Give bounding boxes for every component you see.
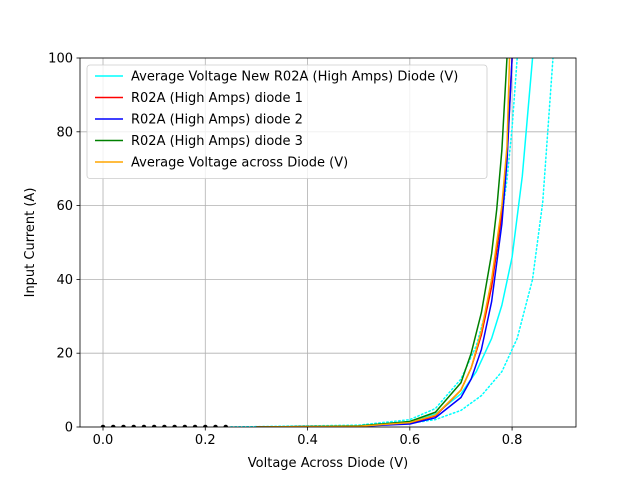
series-2-line xyxy=(230,58,518,427)
series-4-line xyxy=(256,58,513,427)
legend-box xyxy=(86,64,488,179)
data-point xyxy=(223,424,229,427)
x-tick-label: 0.0 xyxy=(93,433,114,448)
x-tick-label: 0.6 xyxy=(399,433,420,448)
data-point xyxy=(182,424,188,427)
legend-entry: R02A (High Amps) diode 3 xyxy=(131,134,303,149)
y-tick-label: 60 xyxy=(56,199,73,214)
legend-entry: Average Voltage New R02A (High Amps) Dio… xyxy=(131,70,458,85)
y-axis-label: Input Current (A) xyxy=(23,188,38,298)
data-point xyxy=(202,424,208,427)
x-tick-label: 0.8 xyxy=(502,433,523,448)
x-tick-label: 0.2 xyxy=(195,433,216,448)
data-point xyxy=(110,424,116,427)
data-point xyxy=(162,424,167,427)
data-point xyxy=(100,424,106,427)
y-tick-label: 20 xyxy=(56,347,73,362)
data-point xyxy=(172,424,177,427)
data-point xyxy=(141,424,147,427)
y-tick-label: 40 xyxy=(56,273,73,288)
series-7-markers xyxy=(100,424,229,427)
legend: Average Voltage New R02A (High Amps) Dio… xyxy=(86,64,488,179)
data-point xyxy=(121,424,126,427)
legend-entry: R02A (High Amps) diode 2 xyxy=(131,113,303,128)
x-axis-label: Voltage Across Diode (V) xyxy=(248,456,408,471)
series-6-line xyxy=(256,58,511,427)
y-tick-label: 100 xyxy=(48,52,73,67)
plot-frame xyxy=(79,57,577,428)
x-axis-ticks: 0.0 0.2 0.4 0.6 0.8 xyxy=(93,427,523,448)
legend-entry: R02A (High Amps) diode 1 xyxy=(131,91,303,106)
series-5-line xyxy=(256,58,508,427)
data-point xyxy=(213,424,218,427)
y-tick-label: 0 xyxy=(65,421,73,436)
data-point xyxy=(192,424,198,427)
legend-entry: Average Voltage across Diode (V) xyxy=(131,156,348,171)
x-tick-label: 0.4 xyxy=(297,433,318,448)
y-tick-label: 80 xyxy=(56,125,73,140)
y-axis-ticks: 0 20 40 60 80 100 xyxy=(48,52,80,436)
series-layer xyxy=(100,58,554,427)
data-point xyxy=(131,424,136,427)
data-point xyxy=(151,424,157,427)
